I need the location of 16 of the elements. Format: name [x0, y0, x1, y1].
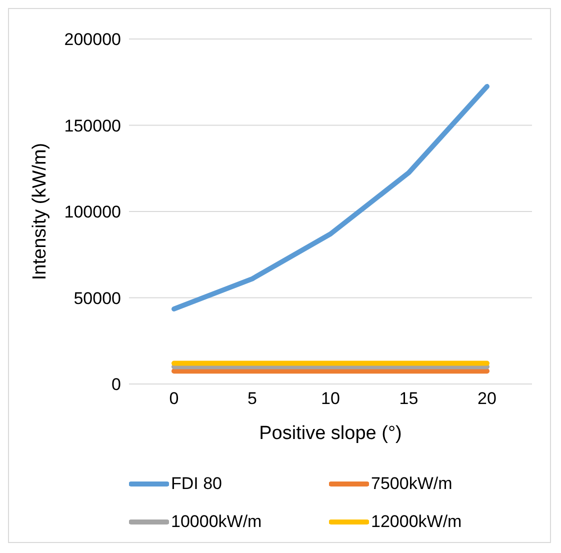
- y-tick-label: 100000: [64, 202, 121, 222]
- legend-label: 7500kW/m: [371, 474, 452, 494]
- x-tick-label: 0: [169, 389, 179, 408]
- y-axis-title: Intensity (kW/m): [30, 142, 51, 280]
- legend-label: 10000kW/m: [171, 512, 262, 532]
- y-tick-label: 150000: [64, 116, 121, 136]
- y-tick-label: 0: [112, 375, 121, 394]
- x-axis-title: Positive slope (°): [259, 423, 402, 444]
- y-tick-label: 200000: [64, 30, 121, 50]
- y-tick-label: 50000: [74, 288, 121, 308]
- x-tick-label: 10: [321, 389, 340, 408]
- x-tick-label: 20: [478, 389, 496, 408]
- legend-label: 12000kW/m: [371, 512, 462, 532]
- x-tick-label: 5: [248, 389, 257, 408]
- x-tick-label: 15: [399, 389, 418, 408]
- legend-label: FDI 80: [171, 474, 222, 494]
